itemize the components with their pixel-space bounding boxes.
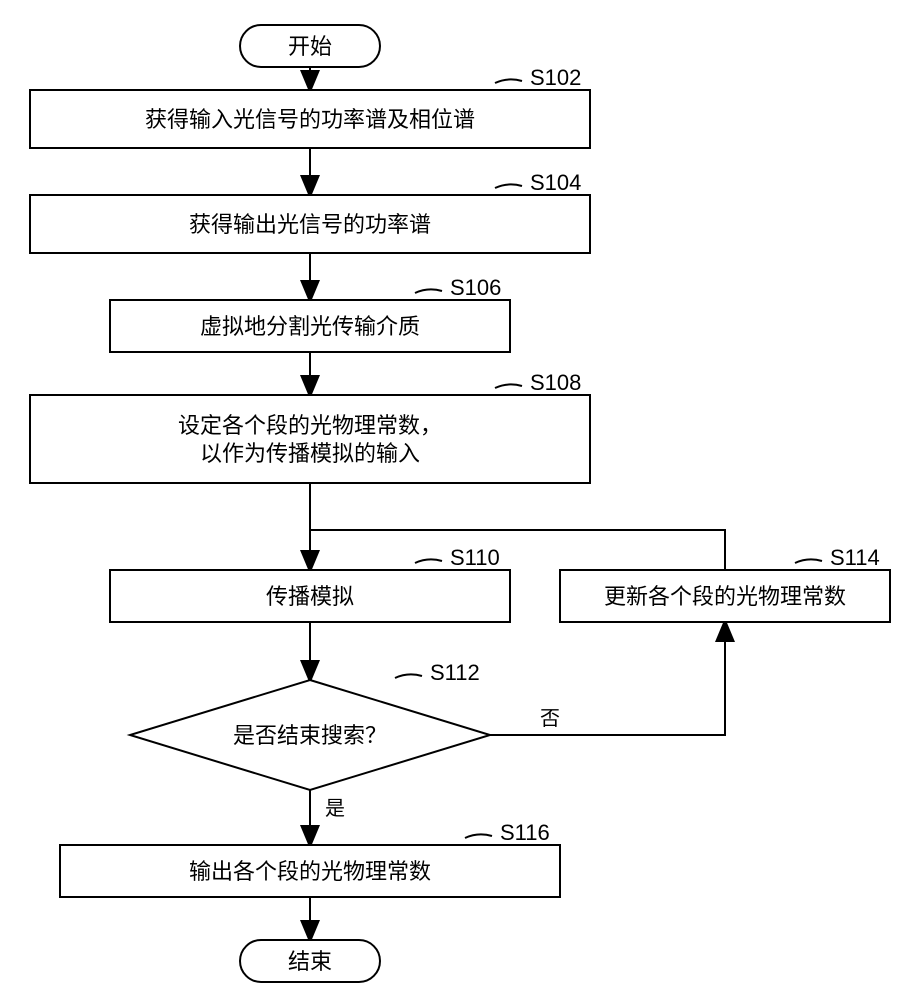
svg-text:设定各个段的光物理常数，: 设定各个段的光物理常数， xyxy=(178,413,442,438)
svg-text:虚拟地分割光传输介质: 虚拟地分割光传输介质 xyxy=(200,314,420,339)
svg-text:更新各个段的光物理常数: 更新各个段的光物理常数 xyxy=(604,584,846,609)
svg-text:传播模拟: 传播模拟 xyxy=(266,584,354,609)
flowchart-diagram: 开始结束 获得输入光信号的功率谱及相位谱获得输出光信号的功率谱虚拟地分割光传输介质… xyxy=(0,0,920,1000)
svg-text:获得输入光信号的功率谱及相位谱: 获得输入光信号的功率谱及相位谱 xyxy=(145,107,475,132)
svg-text:输出各个段的光物理常数: 输出各个段的光物理常数 xyxy=(189,859,431,884)
step-label-S110: S110 xyxy=(450,545,500,570)
step-label-S102: S102 xyxy=(530,65,581,90)
step-label-S116: S116 xyxy=(500,820,550,845)
step-label-S106: S106 xyxy=(450,275,501,300)
svg-text:获得输出光信号的功率谱: 获得输出光信号的功率谱 xyxy=(189,212,431,237)
step-label-S104: S104 xyxy=(530,170,581,195)
svg-text:结束: 结束 xyxy=(288,949,332,974)
svg-text:是否结束搜索？: 是否结束搜索？ xyxy=(233,723,387,748)
svg-text:以作为传播模拟的输入: 以作为传播模拟的输入 xyxy=(200,441,420,466)
branch-yes: 是 xyxy=(325,798,345,820)
process-S108 xyxy=(30,395,590,483)
step-label-S108: S108 xyxy=(530,370,581,395)
svg-text:开始: 开始 xyxy=(288,34,332,59)
step-label-S114: S114 xyxy=(830,545,880,570)
branch-no: 否 xyxy=(540,708,560,730)
svg-text:S112: S112 xyxy=(430,660,480,685)
